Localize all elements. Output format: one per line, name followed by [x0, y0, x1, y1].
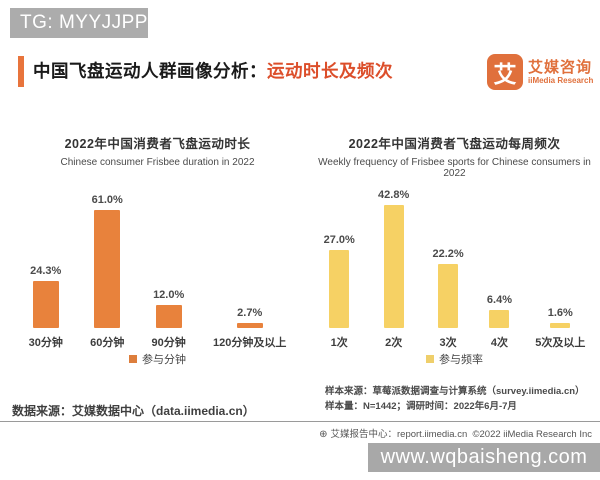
category-label: 90分钟	[151, 337, 186, 349]
category-label: 5次及以上	[535, 337, 586, 349]
bar	[438, 264, 459, 328]
logo-name-cn: 艾媒咨询	[528, 59, 593, 76]
data-source-note: 数据来源：艾媒数据中心（data.iimedia.cn）	[12, 404, 255, 418]
copyright-text: ©2022 iiMedia Research Inc	[472, 429, 592, 440]
chart-legend: 参与分钟	[15, 351, 300, 367]
bar-value-label: 27.0%	[323, 234, 355, 247]
iimedia-logo-text: 艾媒咨询 iiMedia Research	[528, 59, 593, 85]
bar	[236, 322, 263, 328]
sample-info: 样本来源：草莓派数据调查与计算系统（survey.iimedia.cn） 样本量…	[325, 384, 597, 414]
duration-bar-chart: 2022年中国消费者飞盘运动时长 Chinese consumer Frisbe…	[15, 125, 300, 375]
legend-swatch-icon	[129, 355, 137, 363]
bar-group: 12.0% 90分钟	[152, 289, 186, 352]
bar-value-label: 6.4%	[486, 293, 512, 306]
site-watermark: www.wqbaisheng.com	[368, 443, 600, 472]
bar	[32, 281, 59, 328]
bar-value-label: 12.0%	[153, 288, 185, 301]
page-title: 中国飞盘运动人群画像分析：运动时长及频次	[33, 58, 393, 83]
iimedia-logo: 艾 艾媒咨询 iiMedia Research	[487, 54, 593, 90]
bar	[550, 323, 571, 328]
legend-label: 参与频率	[439, 354, 483, 366]
chart-subtitle: Chinese consumer Frisbee duration in 202…	[60, 157, 255, 168]
chart-legend: 参与频率	[312, 351, 597, 367]
bar-group: 2.7% 120分钟及以上	[213, 307, 286, 352]
category-label: 3次	[439, 337, 457, 349]
bar	[329, 250, 350, 328]
bar-group: 22.2% 3次	[432, 248, 463, 352]
category-label: 2次	[385, 337, 403, 349]
bar-group: 1.6% 5次及以上	[535, 307, 585, 352]
chart-title: 2022年中国消费者飞盘运动时长	[64, 137, 251, 151]
bar-value-label: 42.8%	[378, 189, 410, 201]
chart-subtitle: Weekly frequency of Frisbee sports for C…	[318, 157, 591, 179]
telegram-tag-badge: TG: MYYJJPP	[10, 8, 148, 38]
title-accent-bar	[18, 56, 24, 87]
bar-value-label: 22.2%	[432, 248, 464, 261]
bar-group: 61.0% 60分钟	[90, 194, 124, 352]
globe-icon: ⊕	[319, 429, 328, 440]
category-label: 4次	[490, 337, 509, 349]
category-label: 120分钟及以上	[213, 337, 287, 349]
frequency-chart-plot: 27.0% 1次 42.8% 2次 22.2% 3次 6.4% 4次 1.6% 5次及以上	[312, 189, 597, 352]
category-label: 60分钟	[90, 337, 125, 349]
bar-group: 24.3% 30分钟	[29, 265, 63, 352]
bar-value-label: 1.6%	[547, 307, 573, 320]
page-title-main: 中国飞盘运动人群画像分析：	[33, 61, 267, 81]
category-label: 1次	[330, 337, 348, 349]
legend-swatch-icon	[426, 355, 434, 363]
bar	[383, 205, 404, 328]
chart-title: 2022年中国消费者飞盘运动每周频次	[348, 137, 561, 151]
frequency-bar-chart: 2022年中国消费者飞盘运动每周频次 Weekly frequency of F…	[312, 125, 597, 375]
page-title-highlight: 运动时长及频次	[267, 61, 393, 81]
bar-group: 6.4% 4次	[487, 294, 512, 352]
footer-divider	[0, 421, 600, 422]
report-center-text: 艾媒报告中心：report.iimedia.cn	[330, 429, 468, 440]
bar	[155, 304, 182, 328]
bar-value-label: 61.0%	[91, 194, 123, 206]
bar-value-label: 24.3%	[30, 265, 62, 277]
category-label: 30分钟	[28, 337, 63, 349]
bar-group: 42.8% 2次	[378, 189, 409, 352]
report-credit-row: ⊕ 艾媒报告中心：report.iimedia.cn ©2022 iiMedia …	[319, 426, 592, 440]
bar	[489, 309, 510, 328]
duration-chart-plot: 24.3% 30分钟 61.0% 60分钟 12.0% 90分钟 2.7% 120分钟及以上	[15, 194, 300, 352]
iimedia-logo-icon: 艾	[487, 54, 523, 90]
bar	[94, 210, 121, 328]
sample-source-note: 样本来源：草莓派数据调查与计算系统（survey.iimedia.cn）	[325, 386, 585, 397]
bar-group: 27.0% 1次	[324, 234, 355, 352]
bar-value-label: 2.7%	[237, 306, 263, 319]
legend-label: 参与分钟	[142, 354, 186, 366]
sample-size-note: 样本量：N=1442；调研时间：2022年6月-7月	[325, 401, 517, 412]
logo-name-en: iiMedia Research	[528, 76, 594, 85]
